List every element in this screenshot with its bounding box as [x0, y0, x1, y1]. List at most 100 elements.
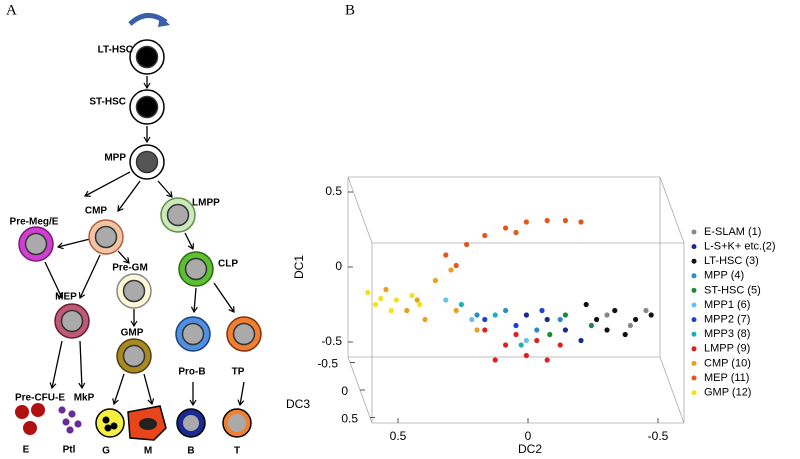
node-label: Pre-Meg/E [10, 217, 59, 228]
node-label: M [144, 446, 152, 457]
y-axis-title: DC1 [292, 255, 306, 279]
node-label: CLP [218, 259, 238, 270]
panel-label: B [345, 2, 355, 18]
legend-label: L-S+K+ etc.(2) [704, 241, 776, 253]
y-tick-label: 0.5 [325, 184, 342, 198]
point [414, 297, 420, 303]
node-label: T [234, 446, 240, 457]
node-label: LT-HSC [98, 45, 133, 56]
legend-label: MPP1 (6) [704, 299, 750, 311]
node-label: Pre-GM [112, 263, 148, 274]
legend-marker [691, 244, 697, 250]
node-label: TP [232, 367, 245, 378]
node-label: MkP [74, 393, 95, 404]
z-axis-title: DC3 [286, 397, 310, 411]
arrow [78, 254, 101, 300]
legend-marker [691, 302, 697, 308]
point [482, 316, 488, 323]
legend-marker [691, 331, 697, 337]
node-label: Ptl [63, 445, 76, 456]
arrow [44, 261, 64, 300]
point [417, 301, 423, 308]
nucleus [135, 150, 159, 174]
point [627, 322, 634, 329]
nucleus [60, 309, 84, 333]
point [492, 357, 498, 363]
y-tick-label: -0.5 [321, 334, 342, 348]
point [388, 307, 394, 314]
legend-label: MEP (11) [704, 372, 749, 384]
arrow [237, 381, 245, 407]
point [373, 301, 379, 308]
y-tick-label: 0 [335, 259, 342, 273]
point [562, 327, 569, 333]
legend-marker [691, 375, 697, 381]
box-edge [659, 356, 685, 424]
legend-label: LT-HSC (3) [704, 255, 759, 267]
nucleus [184, 257, 208, 281]
legend-label: MPP (4) [704, 270, 744, 282]
granule [110, 422, 118, 430]
point [544, 316, 550, 323]
legend-label: LMPP (9) [704, 343, 750, 355]
point [482, 327, 488, 333]
point [544, 217, 550, 224]
panel-label: A [6, 2, 17, 18]
legend-label: E-SLAM (1) [704, 226, 761, 238]
point [583, 301, 589, 308]
z-tick-label: -0.5 [317, 357, 338, 371]
point [383, 286, 389, 293]
legend-marker [691, 258, 697, 264]
point [474, 312, 480, 318]
arrow [117, 250, 130, 264]
point [474, 327, 480, 333]
platelet [62, 418, 70, 426]
arrow [117, 180, 141, 212]
x-axis-title: DC2 [518, 442, 542, 456]
arrow [190, 287, 198, 314]
point [622, 331, 628, 338]
point [523, 337, 530, 344]
nucleus [135, 95, 159, 119]
point [432, 277, 438, 284]
nucleus [122, 279, 146, 303]
point [544, 357, 550, 363]
point [458, 301, 464, 308]
legend-label: CMP (10) [704, 357, 751, 369]
point [643, 307, 649, 314]
point [482, 232, 488, 239]
nucleus [122, 344, 146, 368]
point [422, 316, 428, 323]
point [523, 312, 530, 318]
point [365, 289, 371, 296]
point [503, 342, 509, 348]
platelet [66, 426, 74, 434]
point [633, 316, 639, 323]
point [393, 297, 399, 303]
erythrocyte [31, 403, 45, 417]
point [469, 316, 475, 323]
nucleus [24, 232, 48, 256]
point [612, 307, 618, 314]
self-renewal-arrowhead [158, 16, 170, 27]
point [503, 225, 509, 231]
node-label: MPP [104, 153, 126, 164]
legend-marker [691, 390, 697, 396]
legend-marker [691, 273, 697, 279]
point [604, 327, 610, 333]
point [409, 292, 415, 299]
point [604, 312, 610, 318]
node-label: MEP [55, 292, 77, 303]
platelet [74, 420, 82, 428]
arrow [56, 238, 91, 250]
point [534, 337, 540, 344]
platelet [68, 410, 76, 418]
legend-marker [691, 317, 697, 323]
point [378, 295, 384, 302]
point [513, 229, 519, 236]
nucleus [181, 322, 205, 346]
point [448, 267, 454, 273]
point [594, 316, 600, 323]
point [557, 316, 563, 323]
